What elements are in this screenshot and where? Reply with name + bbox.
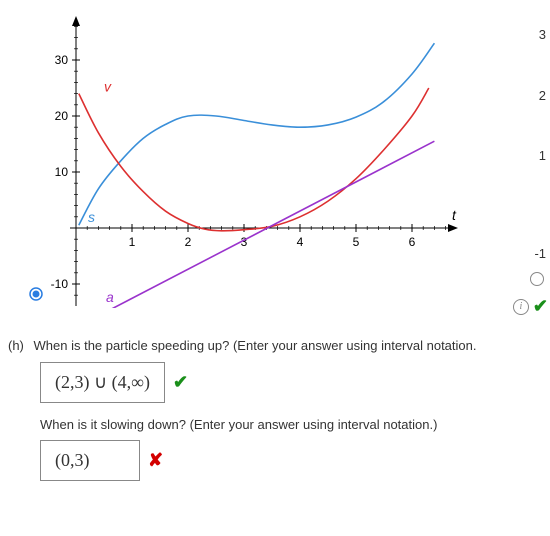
motion-chart: 123456-10102030tsva bbox=[30, 8, 460, 308]
right-tick-neg1: -1 bbox=[534, 246, 546, 261]
radio-unselected[interactable] bbox=[530, 272, 544, 286]
svg-text:-10: -10 bbox=[51, 277, 69, 291]
radio-selected[interactable] bbox=[28, 286, 44, 305]
info-check-row: i ✔ bbox=[513, 296, 548, 317]
right-tick-3: 3 bbox=[539, 27, 546, 42]
svg-text:5: 5 bbox=[353, 235, 360, 249]
q2-text: When is it slowing down? (Enter your ans… bbox=[40, 415, 550, 435]
check-icon: ✔ bbox=[533, 296, 548, 317]
chart-container: 123456-10102030tsva 3 2 1 -1 i ✔ bbox=[30, 8, 550, 311]
question-h: (h) When is the particle speeding up? (E… bbox=[0, 336, 550, 481]
q2-answer-box[interactable]: (0,3) bbox=[40, 440, 140, 481]
svg-text:10: 10 bbox=[55, 165, 69, 179]
svg-text:t: t bbox=[452, 207, 457, 223]
q2-cross-icon: ✘ bbox=[148, 447, 163, 474]
svg-text:30: 30 bbox=[55, 53, 69, 67]
q1-check-icon: ✔ bbox=[173, 369, 188, 396]
right-tick-2: 2 bbox=[539, 88, 546, 103]
svg-text:4: 4 bbox=[297, 235, 304, 249]
right-tick-1: 1 bbox=[539, 148, 546, 163]
part-label: (h) bbox=[8, 336, 24, 356]
svg-text:6: 6 bbox=[409, 235, 416, 249]
info-icon[interactable]: i bbox=[513, 299, 529, 315]
svg-text:2: 2 bbox=[185, 235, 192, 249]
q1-text: When is the particle speeding up? (Enter… bbox=[34, 338, 477, 353]
svg-text:v: v bbox=[104, 79, 112, 95]
q1-answer-box[interactable]: (2,3) ∪ (4,∞) bbox=[40, 362, 165, 403]
q2-answer-row: (0,3) ✘ bbox=[40, 440, 550, 481]
svg-text:20: 20 bbox=[55, 109, 69, 123]
svg-text:1: 1 bbox=[129, 235, 136, 249]
svg-text:s: s bbox=[88, 209, 95, 225]
right-axis-overlay: 3 2 1 -1 bbox=[520, 8, 550, 308]
svg-text:a: a bbox=[106, 289, 114, 305]
q1-answer-row: (2,3) ∪ (4,∞) ✔ bbox=[40, 362, 550, 403]
